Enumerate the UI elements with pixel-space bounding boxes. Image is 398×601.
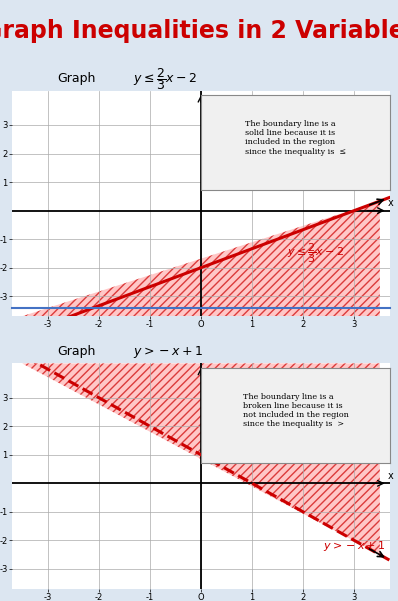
Text: x: x (388, 471, 393, 481)
Text: $y \leq \dfrac{2}{3}x - 2$: $y \leq \dfrac{2}{3}x - 2$ (287, 242, 344, 265)
Text: $y \leq \dfrac{2}{3}x - 2$: $y \leq \dfrac{2}{3}x - 2$ (133, 66, 197, 92)
Polygon shape (22, 364, 380, 555)
Text: Graph: Graph (57, 345, 96, 358)
Text: y: y (207, 94, 213, 103)
Text: y: y (207, 366, 213, 376)
Text: x: x (388, 198, 393, 209)
Text: Graph Inequalities in 2 Variables: Graph Inequalities in 2 Variables (0, 19, 398, 43)
Text: $y > -x+1$: $y > -x+1$ (322, 539, 385, 553)
Text: Graph: Graph (57, 73, 96, 85)
Polygon shape (22, 201, 380, 316)
Text: $y > -x + 1$: $y > -x + 1$ (133, 344, 203, 359)
